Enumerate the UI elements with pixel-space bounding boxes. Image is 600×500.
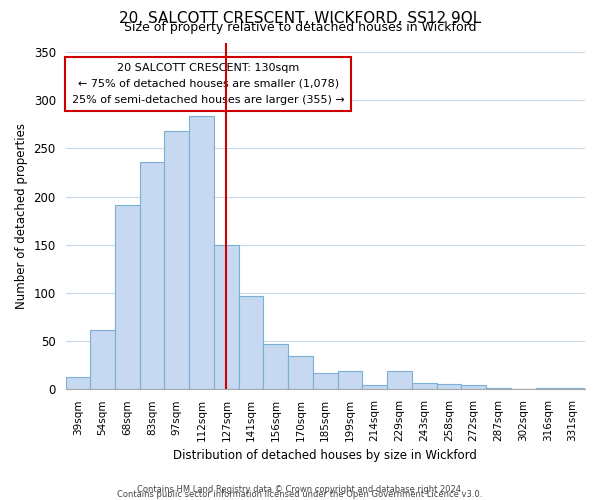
Bar (362, 386, 387, 390)
X-axis label: Distribution of detached houses by size in Wickford: Distribution of detached houses by size … (173, 450, 477, 462)
Bar (65, 377, 90, 390)
Bar (189, 116, 214, 390)
Bar (214, 245, 239, 390)
Bar (461, 384, 486, 390)
Bar (486, 388, 511, 390)
Bar (140, 162, 164, 390)
Bar (412, 382, 437, 390)
Text: Contains public sector information licensed under the Open Government Licence v3: Contains public sector information licen… (118, 490, 482, 499)
Bar (387, 371, 412, 390)
Bar (338, 371, 362, 390)
Bar (115, 206, 140, 390)
Bar (288, 356, 313, 390)
Text: Contains HM Land Registry data © Crown copyright and database right 2024.: Contains HM Land Registry data © Crown c… (137, 484, 463, 494)
Text: Size of property relative to detached houses in Wickford: Size of property relative to detached ho… (124, 22, 476, 35)
Bar (313, 373, 338, 390)
Bar (239, 296, 263, 390)
Bar (536, 388, 560, 390)
Text: 20 SALCOTT CRESCENT: 130sqm
← 75% of detached houses are smaller (1,078)
25% of : 20 SALCOTT CRESCENT: 130sqm ← 75% of det… (72, 64, 345, 104)
Bar (560, 388, 585, 390)
Bar (263, 344, 288, 390)
Bar (90, 330, 115, 390)
Bar (437, 384, 461, 390)
Text: 20, SALCOTT CRESCENT, WICKFORD, SS12 9QL: 20, SALCOTT CRESCENT, WICKFORD, SS12 9QL (119, 11, 481, 26)
Bar (164, 131, 189, 390)
Y-axis label: Number of detached properties: Number of detached properties (15, 123, 28, 309)
